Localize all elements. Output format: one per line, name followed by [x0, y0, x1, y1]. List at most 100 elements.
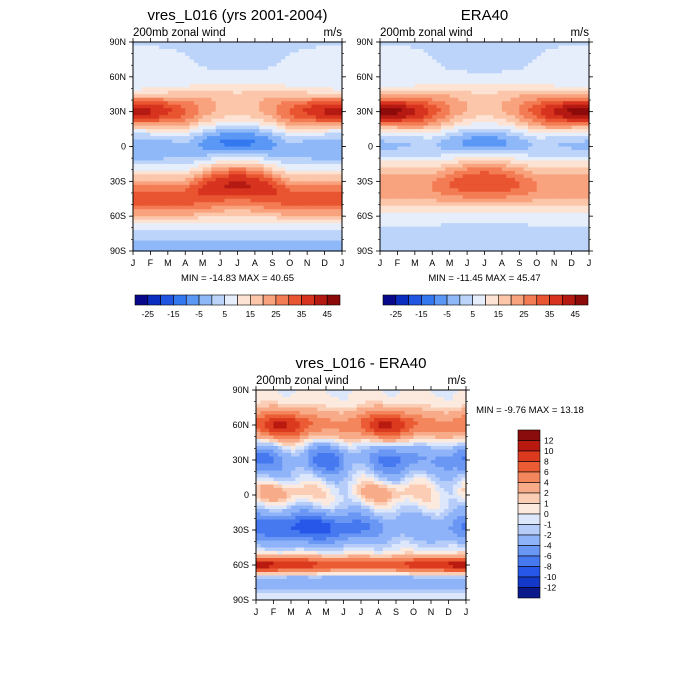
heat-cell [480, 233, 486, 238]
heat-cell [462, 223, 468, 228]
heat-cell [401, 87, 407, 92]
heat-cell [519, 212, 525, 217]
heat-cell [185, 177, 191, 182]
heat-cell [432, 230, 438, 235]
heat-cell [419, 62, 425, 67]
heat-cell [233, 219, 239, 224]
heat-cell [163, 233, 169, 238]
heat-cell [393, 146, 399, 151]
heat-cell [285, 153, 291, 158]
heat-cell [298, 167, 304, 172]
heat-cell [294, 188, 300, 193]
heat-cell [159, 90, 165, 95]
heat-cell [337, 73, 343, 78]
heat-cell [159, 219, 165, 224]
heat-cell [384, 174, 390, 179]
heat-cell [263, 202, 269, 207]
heat-cell [285, 191, 291, 196]
heat-cell [388, 146, 394, 151]
heat-cell [501, 87, 507, 92]
heat-cell [202, 129, 208, 134]
heat-cell [176, 184, 182, 189]
heat-cell [445, 69, 451, 74]
heat-cell [519, 111, 525, 116]
heat-cell [307, 69, 313, 74]
heat-cell [488, 45, 494, 50]
heat-cell [180, 45, 186, 50]
heat-cell [397, 167, 403, 172]
heat-cell [163, 170, 169, 175]
heat-cell [519, 129, 525, 134]
heat-cell [267, 188, 273, 193]
heat-cell [163, 97, 169, 102]
heat-cell [501, 195, 507, 200]
heat-cell [233, 202, 239, 207]
heat-cell [506, 97, 512, 102]
heat-cell [493, 129, 499, 134]
heat-cell [281, 177, 286, 182]
heat-cell [220, 59, 226, 64]
heat-cell [493, 212, 499, 217]
heat-cell [154, 205, 160, 210]
heat-cell [154, 167, 160, 172]
heat-cell [510, 97, 516, 102]
heat-cell [488, 163, 494, 168]
heat-cell [423, 191, 429, 196]
heat-cell [467, 101, 473, 106]
heat-cell [167, 115, 173, 120]
heat-cell [427, 156, 433, 162]
heat-cell [311, 247, 317, 252]
heat-cell [154, 149, 160, 155]
heat-cell [393, 104, 399, 109]
heat-cell [241, 230, 247, 235]
heat-cell [445, 153, 451, 158]
heat-cell [246, 174, 252, 179]
heat-cell [388, 136, 394, 141]
heat-cell [427, 216, 433, 221]
heat-cell [233, 160, 239, 165]
heat-cell [285, 156, 291, 162]
heat-cell [307, 111, 313, 116]
heat-cell [397, 118, 403, 123]
heat-cell [519, 108, 525, 113]
heat-cell [454, 125, 459, 130]
heat-cell [281, 125, 286, 130]
heat-cell [397, 143, 403, 148]
heat-cell [207, 129, 212, 134]
heat-cell [467, 122, 473, 127]
heat-cell [337, 181, 343, 186]
heat-cell [163, 66, 169, 71]
heat-cell [220, 55, 226, 61]
heat-cell [462, 111, 468, 116]
heat-cell [285, 136, 291, 141]
heat-cell [263, 233, 269, 238]
heat-cell [298, 118, 304, 123]
heat-cell [384, 90, 390, 95]
heat-cell [246, 191, 252, 196]
heat-cell [307, 143, 313, 148]
heat-cell [163, 177, 169, 182]
heat-cell [488, 66, 494, 71]
heat-cell [454, 87, 459, 92]
heat-cell [141, 45, 147, 50]
heat-cell [393, 240, 399, 245]
heat-cell [211, 191, 217, 196]
heat-cell [185, 174, 191, 179]
heat-cell [497, 136, 503, 141]
heat-cell [207, 219, 212, 224]
heat-cell [423, 240, 429, 245]
heat-cell [471, 125, 477, 130]
heat-cell [298, 111, 304, 116]
heat-cell [324, 244, 330, 249]
heat-cell [133, 52, 138, 57]
heat-cell [401, 55, 407, 61]
heat-cell [475, 108, 481, 113]
heat-cell [176, 219, 182, 224]
heat-cell [220, 244, 226, 249]
heat-cell [449, 244, 455, 249]
heat-cell [215, 73, 221, 78]
heat-cell [488, 170, 494, 175]
heat-cell [484, 216, 490, 221]
heat-cell [250, 115, 256, 120]
heat-cell [315, 52, 321, 57]
